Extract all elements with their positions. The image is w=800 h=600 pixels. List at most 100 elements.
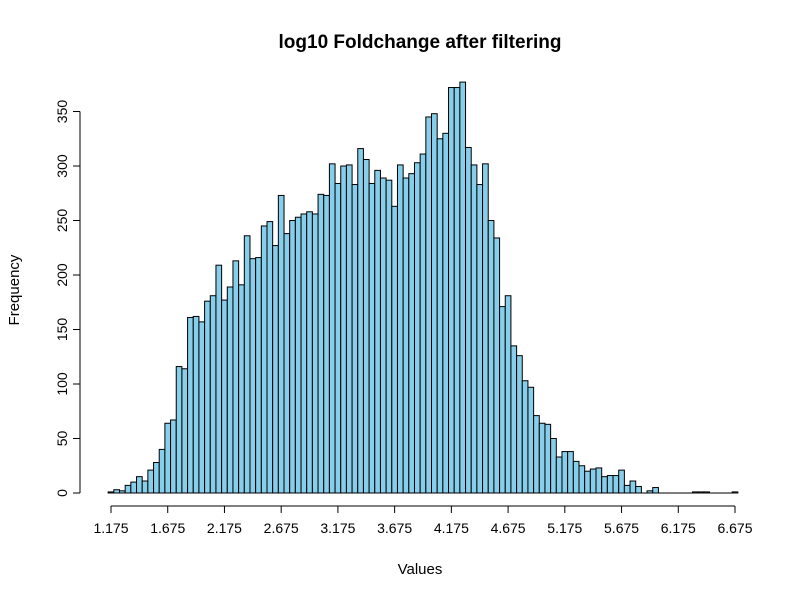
histogram-bar (550, 438, 557, 494)
x-axis-label: Values (398, 561, 443, 578)
histogram-bar (136, 476, 143, 494)
histogram-bar (130, 481, 138, 494)
y-tick-label: 350 (54, 100, 70, 124)
histogram-bar (368, 182, 376, 494)
histogram-bar (425, 116, 433, 494)
histogram-bar (442, 132, 450, 494)
y-tick-label: 0 (54, 489, 70, 497)
histogram-bar (703, 491, 710, 494)
histogram-bar (283, 233, 291, 494)
y-tick-label: 200 (54, 263, 70, 287)
histogram-bar (107, 491, 115, 494)
histogram-bar (595, 467, 603, 494)
histogram-bar (124, 484, 132, 494)
histogram-bar (538, 422, 546, 494)
histogram-bar (311, 213, 319, 494)
histogram-bar (413, 162, 421, 494)
histogram-bar (453, 87, 461, 494)
histogram-bar (351, 184, 359, 494)
histogram-bar (402, 177, 410, 494)
histogram-bar (345, 164, 353, 494)
histogram-bar (277, 194, 285, 494)
histogram-bar (323, 194, 330, 494)
histogram-bar (243, 235, 251, 494)
histogram-bar (158, 448, 166, 494)
x-tick-label: 6.175 (661, 520, 696, 536)
histogram-bar (147, 469, 155, 494)
histogram-bar (153, 461, 160, 494)
histogram-bar (448, 87, 455, 494)
x-tick-label: 5.175 (547, 520, 582, 536)
histogram-bar (504, 295, 512, 494)
histogram-bar (561, 451, 569, 494)
histogram-bar (691, 491, 699, 494)
histogram-bar (578, 465, 586, 494)
histogram-bar (731, 491, 739, 494)
histogram-bar (141, 480, 149, 494)
histogram-bar (459, 81, 467, 494)
histogram-bar (476, 184, 484, 494)
histogram-bar (232, 260, 240, 494)
x-tick-label: 4.675 (491, 520, 526, 536)
histogram-bar (289, 220, 296, 494)
histogram-bar (487, 220, 495, 494)
histogram-bar (294, 216, 302, 494)
histogram-bar (170, 419, 177, 494)
histogram-bar (266, 221, 274, 494)
histogram-bar (226, 286, 234, 494)
histogram-bar (328, 163, 336, 494)
histogram-bar (516, 355, 523, 494)
histogram-bar (300, 213, 308, 494)
histogram-bar (635, 485, 642, 494)
histogram-bar (209, 295, 217, 494)
y-axis: 0 50 100 150 200 250 300 350 (54, 100, 81, 497)
histogram-bar (465, 146, 472, 494)
histogram-bar (204, 300, 211, 494)
histogram-bar (408, 173, 415, 494)
histogram-bar (215, 264, 223, 494)
histogram-bar (567, 451, 574, 494)
histogram-bar (612, 475, 620, 494)
histogram-bar (181, 368, 189, 494)
histogram-bar (198, 321, 206, 494)
histogram-bar (527, 386, 535, 494)
x-tick-label: 1.175 (93, 520, 128, 536)
x-tick-label: 3.175 (320, 520, 355, 536)
y-axis-label: Frequency (6, 254, 23, 325)
x-tick-label: 2.175 (207, 520, 242, 536)
histogram-bar (652, 487, 659, 494)
histogram-bar (584, 470, 591, 494)
histogram-bar (510, 345, 518, 494)
histogram-bar (317, 193, 325, 494)
histogram-bar (623, 484, 631, 494)
histogram-bar (113, 489, 121, 494)
histogram-bar (260, 225, 268, 494)
histogram-bar (175, 366, 183, 494)
x-tick-label: 1.675 (150, 520, 185, 536)
histogram-bar (589, 468, 597, 494)
histogram-bar (544, 423, 552, 494)
x-tick-label: 4.175 (434, 520, 469, 536)
histogram-bar (255, 257, 262, 494)
histogram-bar (436, 138, 444, 494)
histogram-bar (431, 113, 438, 494)
histogram-bar (391, 205, 398, 494)
histogram-bar (192, 315, 200, 494)
histogram-bar (493, 237, 501, 494)
x-tick-label: 6.675 (717, 520, 752, 536)
histogram-bar (533, 415, 540, 494)
histogram-bar (521, 380, 529, 494)
histogram-bar (482, 163, 489, 494)
histogram-bar (340, 165, 347, 494)
y-tick-label: 50 (54, 431, 70, 447)
histogram-bar (396, 164, 404, 494)
chart-title: log10 Foldchange after filtering (279, 32, 562, 53)
y-tick-label: 300 (54, 154, 70, 178)
histogram-bar (555, 456, 563, 494)
histogram-bar (362, 158, 370, 494)
histogram-bar (470, 164, 478, 494)
x-tick-label: 2.675 (264, 520, 299, 536)
histogram-bar (306, 211, 313, 494)
histogram-bar (119, 490, 126, 494)
